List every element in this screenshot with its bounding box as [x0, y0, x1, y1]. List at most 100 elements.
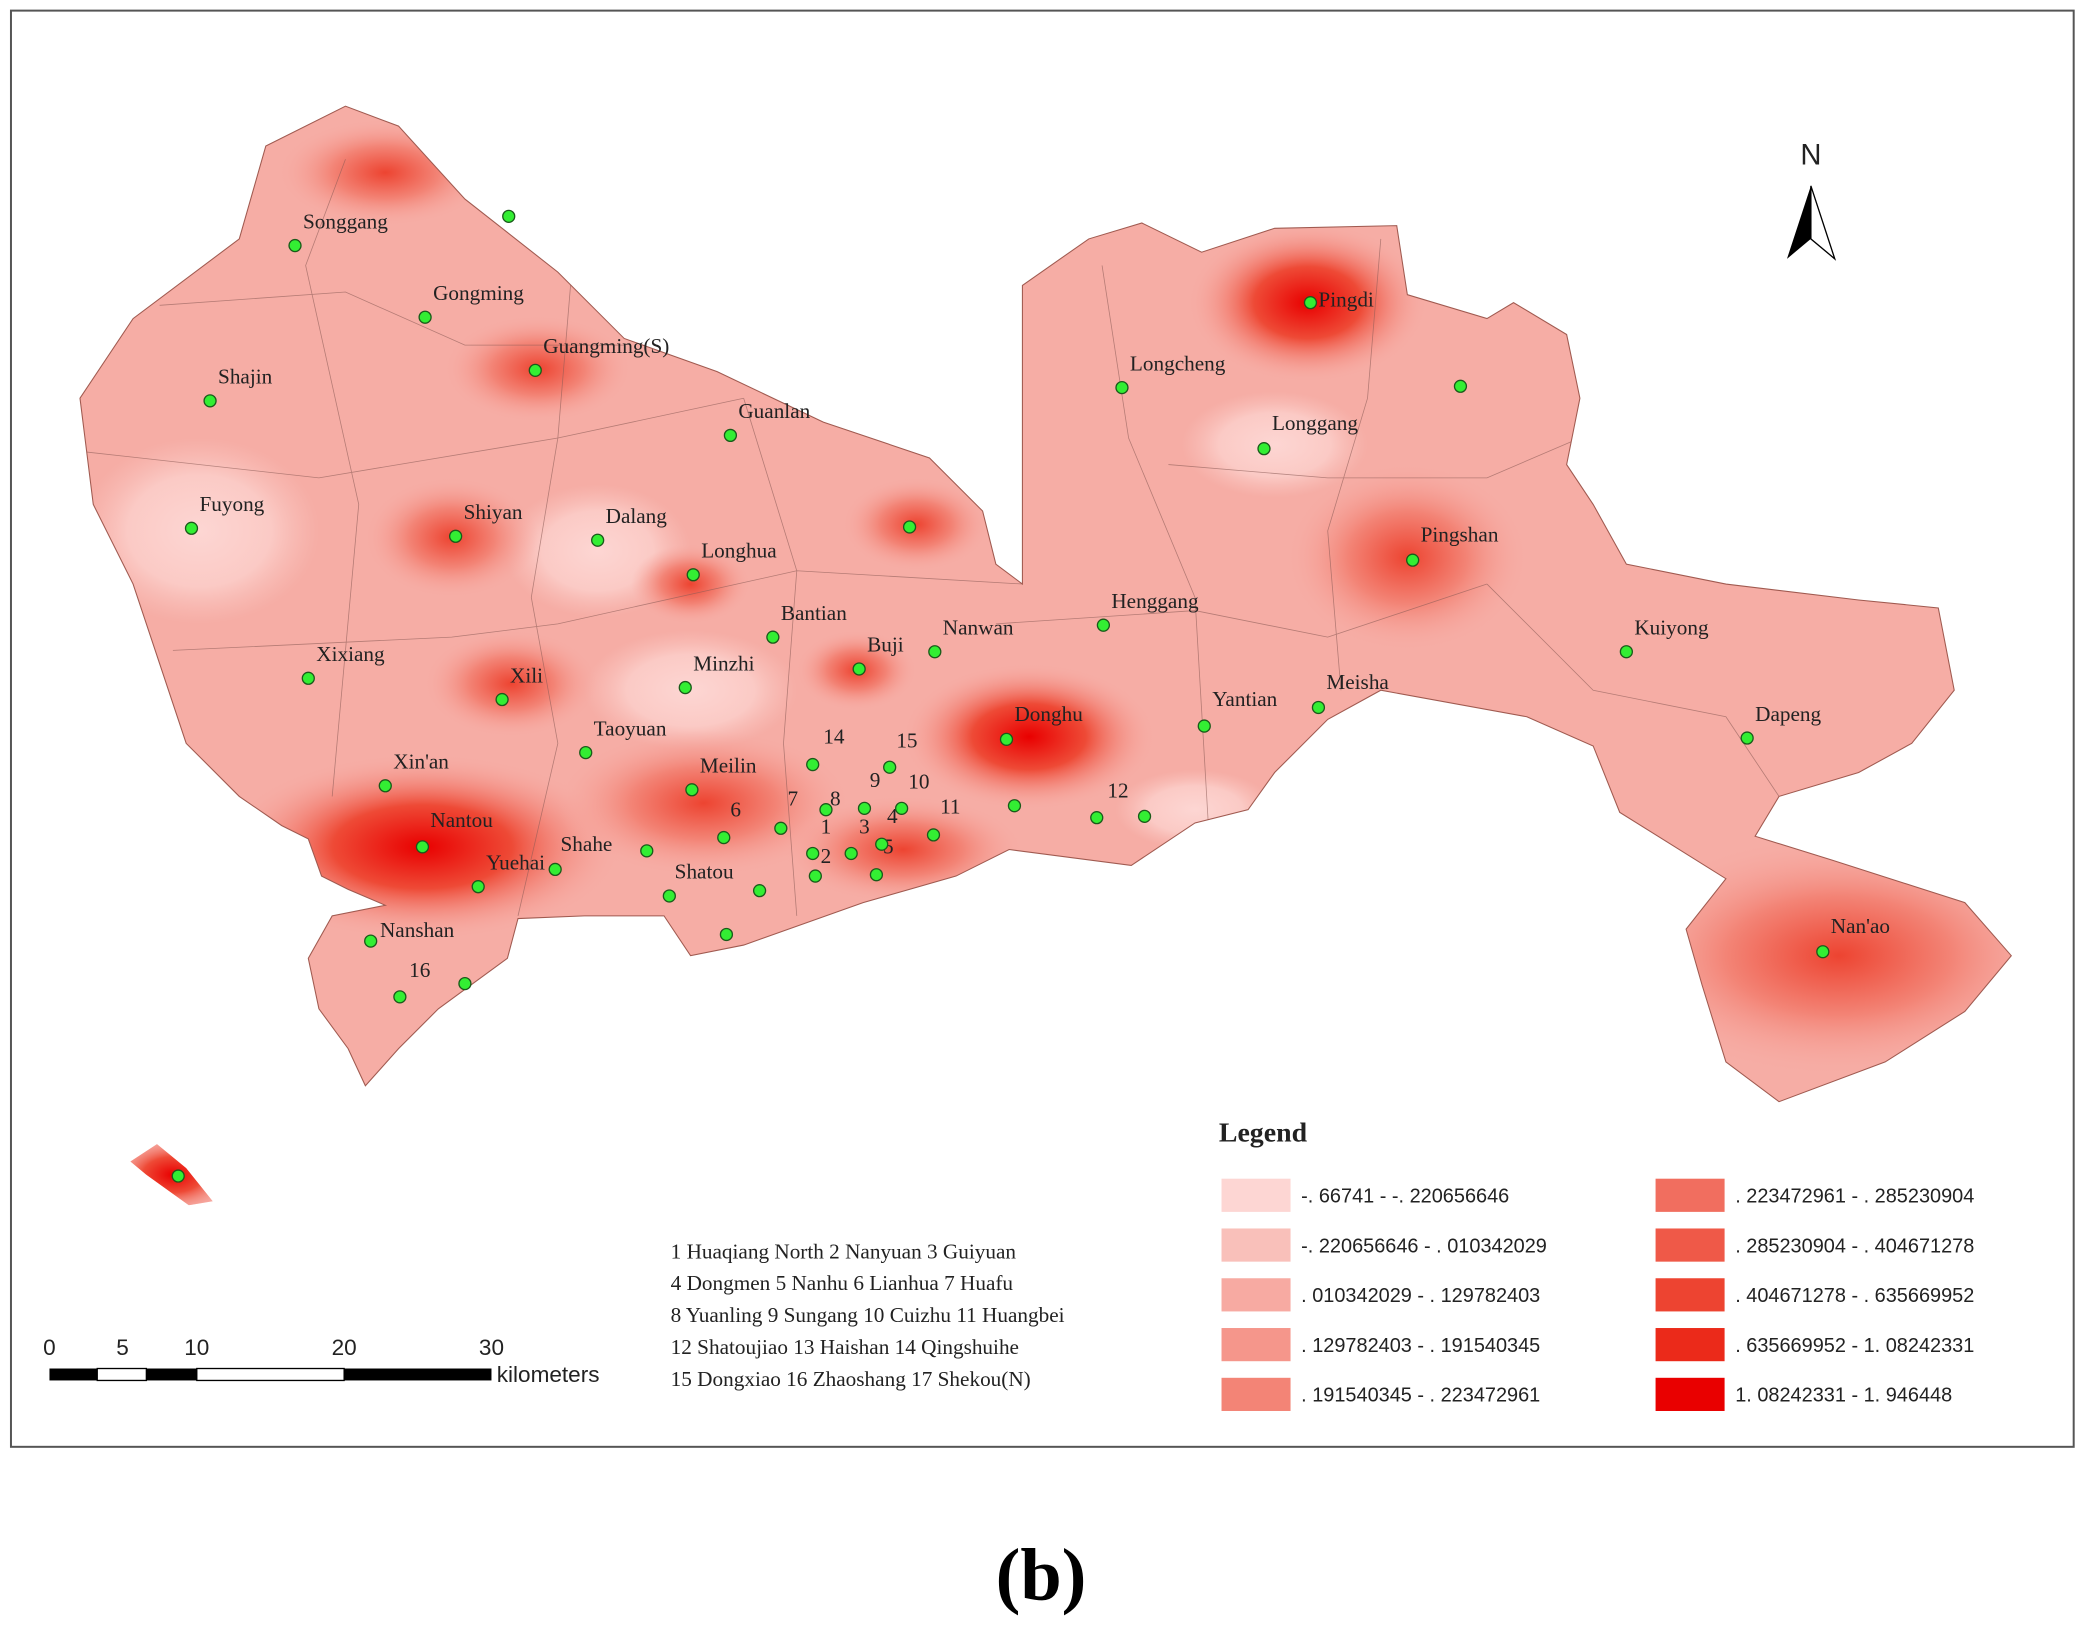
station-dot — [288, 238, 302, 253]
scale-tick-label: 0 — [43, 1335, 56, 1360]
station-dot — [686, 568, 700, 582]
key-line: 12 Shatoujiao 13 Haishan 14 Qingshuihe — [671, 1335, 1019, 1359]
station-dot — [458, 976, 472, 991]
station-dot — [640, 844, 654, 858]
station-label: Taoyuan — [594, 716, 667, 740]
station-dot — [678, 680, 692, 695]
station-label: Nanshan — [380, 918, 455, 942]
station-label: 10 — [908, 769, 929, 793]
station-dot — [1197, 719, 1211, 733]
station-label: Xin'an — [393, 750, 449, 774]
station-dot — [1096, 618, 1111, 632]
station-dot — [1740, 731, 1754, 745]
legend-swatch — [1655, 1278, 1725, 1312]
station-dot — [928, 645, 942, 659]
station-dot — [869, 868, 884, 882]
station-label: Guangming(S) — [543, 334, 669, 358]
legend-label: . 404671278 - . 635669952 — [1735, 1285, 1974, 1307]
station-key: 1 Huaqiang North 2 Nanyuan 3 Guiyuan 4 Do… — [671, 1239, 1065, 1390]
station-dot — [502, 209, 516, 223]
station-dot — [719, 927, 734, 942]
station-dot — [852, 662, 866, 676]
station-label: Nantou — [430, 808, 493, 832]
legend-swatch — [1655, 1328, 1725, 1362]
station-label: Dapeng — [1755, 702, 1821, 726]
station-label: Fuyong — [199, 492, 264, 516]
legend-label: . 010342029 - . 129782403 — [1301, 1285, 1540, 1307]
station-dot — [1115, 380, 1129, 395]
station-label: Henggang — [1111, 589, 1199, 613]
station-dot — [184, 521, 199, 535]
station-label: Nanwan — [943, 615, 1014, 639]
station-dot — [579, 745, 593, 760]
legend-swatch — [1221, 1377, 1291, 1411]
station-label: Shahe — [560, 832, 612, 856]
station-label: Xili — [510, 663, 543, 687]
station-dot — [806, 846, 820, 861]
station-label: 9 — [870, 768, 881, 792]
station-dot — [774, 821, 788, 835]
station-label: Yantian — [1212, 687, 1277, 711]
legend-swatch — [1655, 1228, 1725, 1262]
station-dot — [528, 363, 542, 377]
station-dot — [448, 529, 463, 543]
station-label: Longgang — [1272, 411, 1358, 435]
legend-label: -. 220656646 - . 010342029 — [1301, 1235, 1547, 1257]
key-line: 4 Dongmen 5 Nanhu 6 Lianhua 7 Huafu — [671, 1271, 1014, 1295]
legend-swatch — [1655, 1178, 1725, 1212]
legend-label: 1. 08242331 - 1. 946448 — [1735, 1385, 1952, 1407]
station-dot — [1453, 379, 1468, 393]
station-dot — [806, 757, 820, 772]
station-label: 3 — [859, 815, 870, 839]
station-label: Longcheng — [1130, 351, 1226, 375]
legend-label: . 635669952 - 1. 08242331 — [1735, 1335, 1974, 1357]
station-label: 8 — [830, 787, 841, 811]
station-dot — [1406, 553, 1420, 567]
legend-label: . 191540345 - . 223472961 — [1301, 1385, 1540, 1407]
station-dot — [471, 880, 485, 894]
station-label: 14 — [823, 724, 845, 748]
station-dot — [1007, 799, 1022, 813]
station-label: Yuehai — [486, 850, 545, 874]
caption: (b) — [996, 1534, 1087, 1616]
station-label: Songgang — [303, 209, 388, 233]
station-label: 16 — [409, 958, 430, 982]
station-label: 5 — [883, 834, 894, 858]
station-label: Pingdi — [1318, 288, 1374, 312]
station-dot — [203, 394, 217, 408]
station-label: 1 — [821, 815, 832, 839]
legend-swatch — [1221, 1328, 1291, 1362]
station-dot — [1311, 700, 1326, 715]
station-label: Longhua — [701, 538, 777, 562]
station-dot — [766, 630, 780, 644]
key-line: 8 Yuanling 9 Sungang 10 Cuizhu 11 Huangb… — [671, 1303, 1065, 1327]
north-label: N — [1800, 140, 1821, 172]
station-dot — [875, 837, 889, 851]
station-label: Pingshan — [1421, 523, 1499, 547]
legend-label: . 129782403 - . 191540345 — [1301, 1335, 1540, 1357]
legend-swatch — [1221, 1178, 1291, 1212]
station-dot — [415, 840, 430, 854]
scale-bar: 0 5 10 20 30 kilometers — [43, 1335, 599, 1387]
station-dot — [685, 783, 699, 797]
station-label: Meilin — [700, 754, 757, 778]
legend: -. 66741 - -. 220656646 -. 220656646 - . … — [1221, 1178, 1974, 1411]
stations: Songgang Gongming Guangming(S) Shajin Guanla… — [171, 209, 1890, 1183]
station-label: Meisha — [1326, 670, 1389, 694]
legend-label: -. 66741 - -. 220656646 — [1301, 1186, 1509, 1208]
station-dot — [1619, 645, 1634, 659]
station-label: 2 — [821, 844, 832, 868]
station-label: 4 — [887, 804, 898, 828]
station-dot — [844, 846, 858, 861]
station-dot — [301, 671, 315, 685]
station-label: 11 — [940, 795, 960, 819]
station-dot — [1090, 811, 1104, 825]
station-dot — [591, 533, 605, 547]
scale-tick-label: 20 — [332, 1335, 357, 1360]
scale-tick-label: 30 — [479, 1335, 504, 1360]
station-dot — [857, 801, 872, 815]
station-dot — [393, 990, 407, 1004]
legend-swatch — [1221, 1228, 1291, 1262]
station-dot — [752, 884, 767, 898]
